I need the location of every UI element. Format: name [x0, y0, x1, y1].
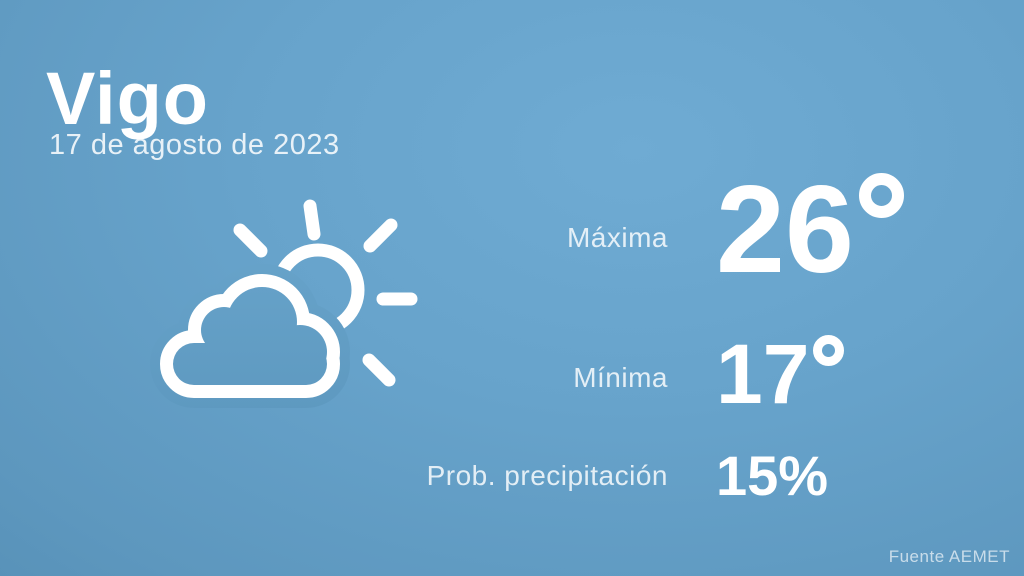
precip-prob-label: Prob. precipitación: [426, 460, 668, 491]
max-temp-number: 26: [716, 161, 854, 299]
percent-symbol: %: [778, 444, 829, 507]
max-temp-label: Máxima: [566, 222, 668, 253]
degree-symbol: °: [858, 173, 904, 218]
data-source-attribution: Fuente AEMET: [888, 547, 1010, 566]
degree-symbol: °: [813, 335, 845, 366]
city-title: Vigo: [46, 57, 209, 140]
precip-prob-number: 15: [716, 444, 779, 507]
min-temp-number: 17: [716, 327, 810, 421]
min-temp-label: Mínima: [573, 362, 668, 393]
sun-behind-cloud-icon: [150, 199, 418, 408]
precip-prob-value: 15%: [716, 448, 828, 504]
forecast-date: 17 de agosto de 2023: [49, 129, 340, 161]
max-temp-value: 26°: [716, 168, 904, 292]
min-temp-value: 17°: [716, 332, 845, 416]
